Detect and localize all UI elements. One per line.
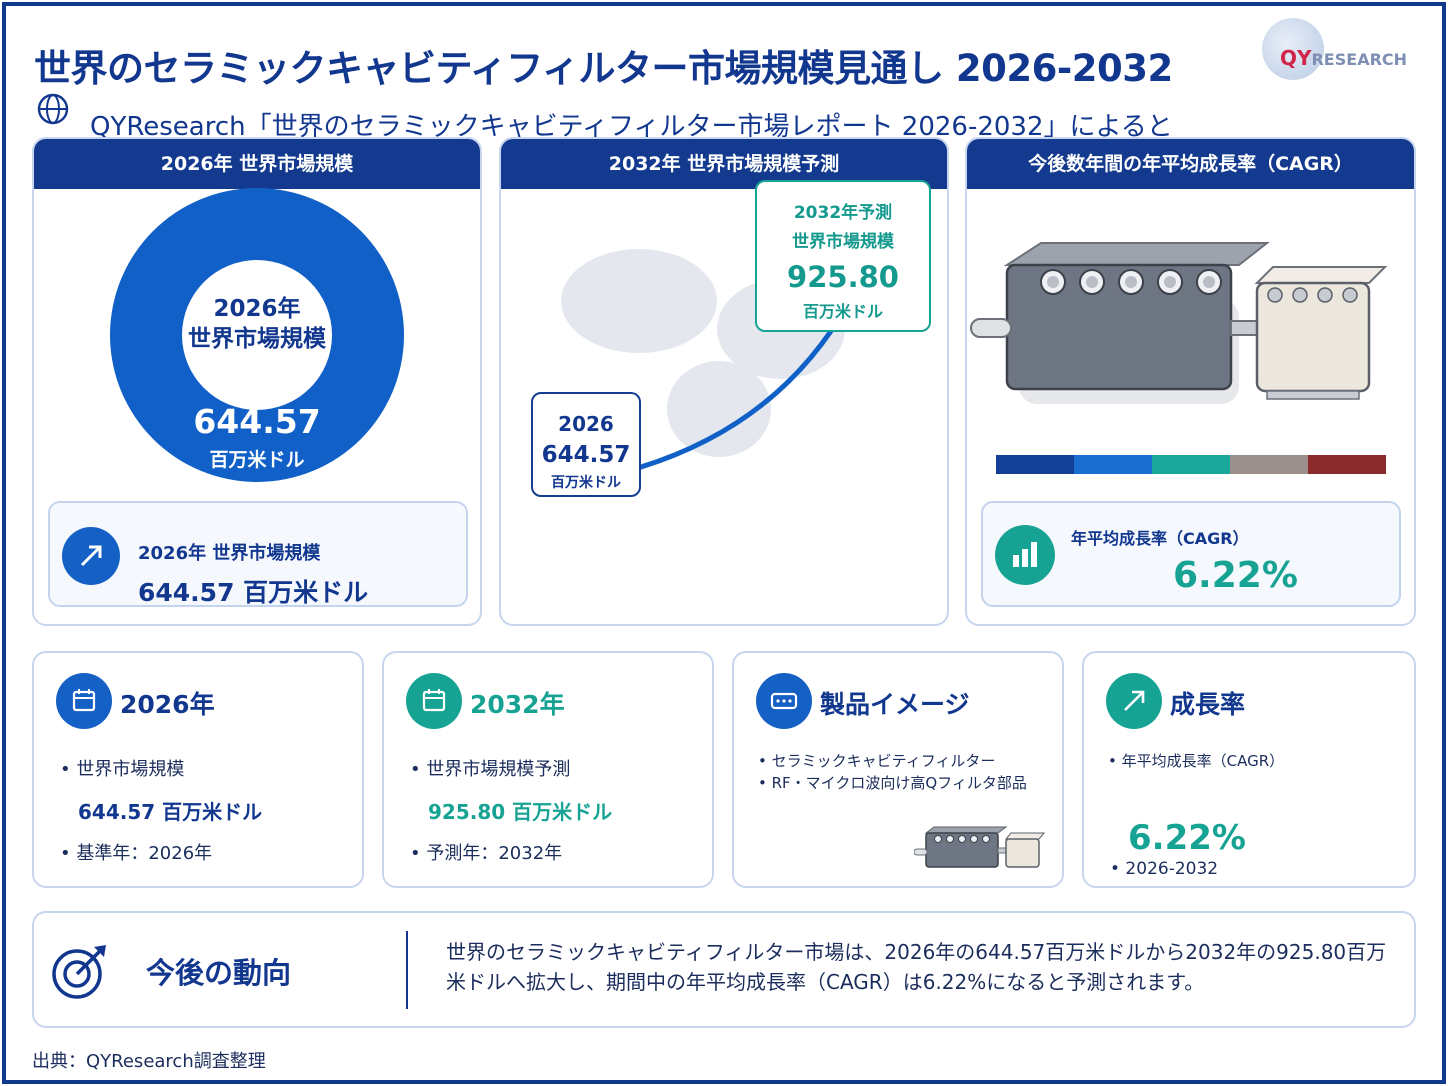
color-bar-segment bbox=[1074, 455, 1152, 474]
donut-chart bbox=[110, 188, 404, 482]
card-bullet: • 基準年：2026年 bbox=[60, 843, 213, 864]
card-title: 製品イメージ bbox=[820, 690, 970, 719]
filter-device-icon bbox=[756, 673, 812, 729]
panel-forecast-2032: 2032年 世界市場規模予測 2026 644.57 百万米ドル 2032年予測… bbox=[499, 137, 949, 626]
source-note: 出典：QYResearch調査整理 bbox=[32, 1051, 266, 1072]
target-icon bbox=[52, 945, 106, 999]
color-bar-segment bbox=[996, 455, 1074, 474]
color-bar-segment bbox=[1308, 455, 1386, 474]
cagr-summary-card: 年平均成長率（CAGR） 6.22% bbox=[981, 501, 1401, 607]
cagr-value: 6.22% bbox=[1173, 555, 1298, 596]
outlook-title: 今後の動向 bbox=[146, 956, 292, 990]
donut-label-line2: 世界市場規模 bbox=[188, 326, 326, 352]
card-bullet: • 世界市場規模予測 bbox=[410, 759, 571, 780]
donut-value: 644.57 bbox=[193, 402, 321, 441]
card-value: 644.57 百万米ドル bbox=[78, 800, 263, 824]
card-title: 2032年 bbox=[470, 690, 565, 719]
card-bullet: • 予測年：2032年 bbox=[410, 843, 563, 864]
panel-heading: 今後数年間の年平均成長率（CAGR） bbox=[967, 139, 1414, 189]
end-value-callout: 2032年予測 世界市場規模 925.80 百万米ドル bbox=[755, 180, 931, 332]
card-title: 成長率 bbox=[1170, 690, 1246, 719]
card-year-2026: 2026年 • 世界市場規模 644.57 百万米ドル • 基準年：2026年 bbox=[32, 651, 364, 888]
card-product-image: 製品イメージ • セラミックキャビティフィルター • RF・マイクロ波向け高Qフ… bbox=[732, 651, 1064, 888]
page-title: 世界のセラミックキャビティフィルター市場規模見通し 2026-2032 bbox=[34, 47, 1173, 90]
card-year-2032: 2032年 • 世界市場規模予測 925.80 百万米ドル • 予測年：2032… bbox=[382, 651, 714, 888]
donut-unit: 百万米ドル bbox=[209, 449, 305, 471]
trend-arrow-icon bbox=[62, 527, 120, 585]
card-bullet: • 2026-2032 bbox=[1110, 859, 1219, 879]
card-title: 2026年 bbox=[120, 690, 215, 719]
globe-icon bbox=[37, 93, 69, 125]
ceramic-filter-illustration bbox=[970, 242, 1388, 404]
start-value-callout: 2026 644.57 百万米ドル bbox=[531, 392, 641, 497]
card-value: 6.22% bbox=[1128, 818, 1246, 858]
summary-value: 644.57 百万米ドル bbox=[138, 578, 369, 607]
summary-label: 2026年 世界市場規模 bbox=[138, 543, 321, 564]
color-bar-segment bbox=[1152, 455, 1230, 474]
card-bullet: • セラミックキャビティフィルター bbox=[758, 752, 996, 770]
color-bar-segment bbox=[1230, 455, 1308, 474]
market-2026-summary-card: 2026年 世界市場規模 644.57 百万米ドル bbox=[48, 501, 468, 607]
panel-market-2026: 2026年 世界市場規模 2026年 世界市場規模 644.57 百万米ドル 2… bbox=[32, 137, 482, 626]
color-bar bbox=[996, 455, 1386, 474]
qyresearch-logo: QYRESEARCH bbox=[1258, 16, 1408, 88]
bar-chart-icon bbox=[995, 525, 1055, 585]
card-bullet: • RF・マイクロ波向け高Qフィルタ部品 bbox=[758, 774, 1027, 792]
outlook-section: 今後の動向 世界のセラミックキャビティフィルター市場は、2026年の644.57… bbox=[32, 911, 1416, 1028]
card-growth-rate: 成長率 • 年平均成長率（CAGR） 6.22% • 2026-2032 bbox=[1082, 651, 1416, 888]
panel-cagr: 今後数年間の年平均成長率（CAGR） 年平均成長率（CAGR） 6.22% bbox=[965, 137, 1416, 626]
card-value: 925.80 百万米ドル bbox=[428, 800, 613, 824]
trend-arrow-icon bbox=[1106, 673, 1162, 729]
panel-heading: 2026年 世界市場規模 bbox=[34, 139, 480, 189]
card-bullet: • 年平均成長率（CAGR） bbox=[1108, 752, 1285, 770]
cagr-label: 年平均成長率（CAGR） bbox=[1071, 529, 1249, 548]
calendar-icon bbox=[56, 673, 112, 729]
calendar-icon bbox=[406, 673, 462, 729]
ceramic-filter-thumbnail bbox=[914, 826, 1046, 868]
divider bbox=[406, 931, 408, 1009]
donut-label-line1: 2026年 bbox=[213, 296, 301, 322]
card-bullet: • 世界市場規模 bbox=[60, 759, 185, 780]
outlook-text: 世界のセラミックキャビティフィルター市場は、2026年の644.57百万米ドルか… bbox=[446, 940, 1387, 994]
